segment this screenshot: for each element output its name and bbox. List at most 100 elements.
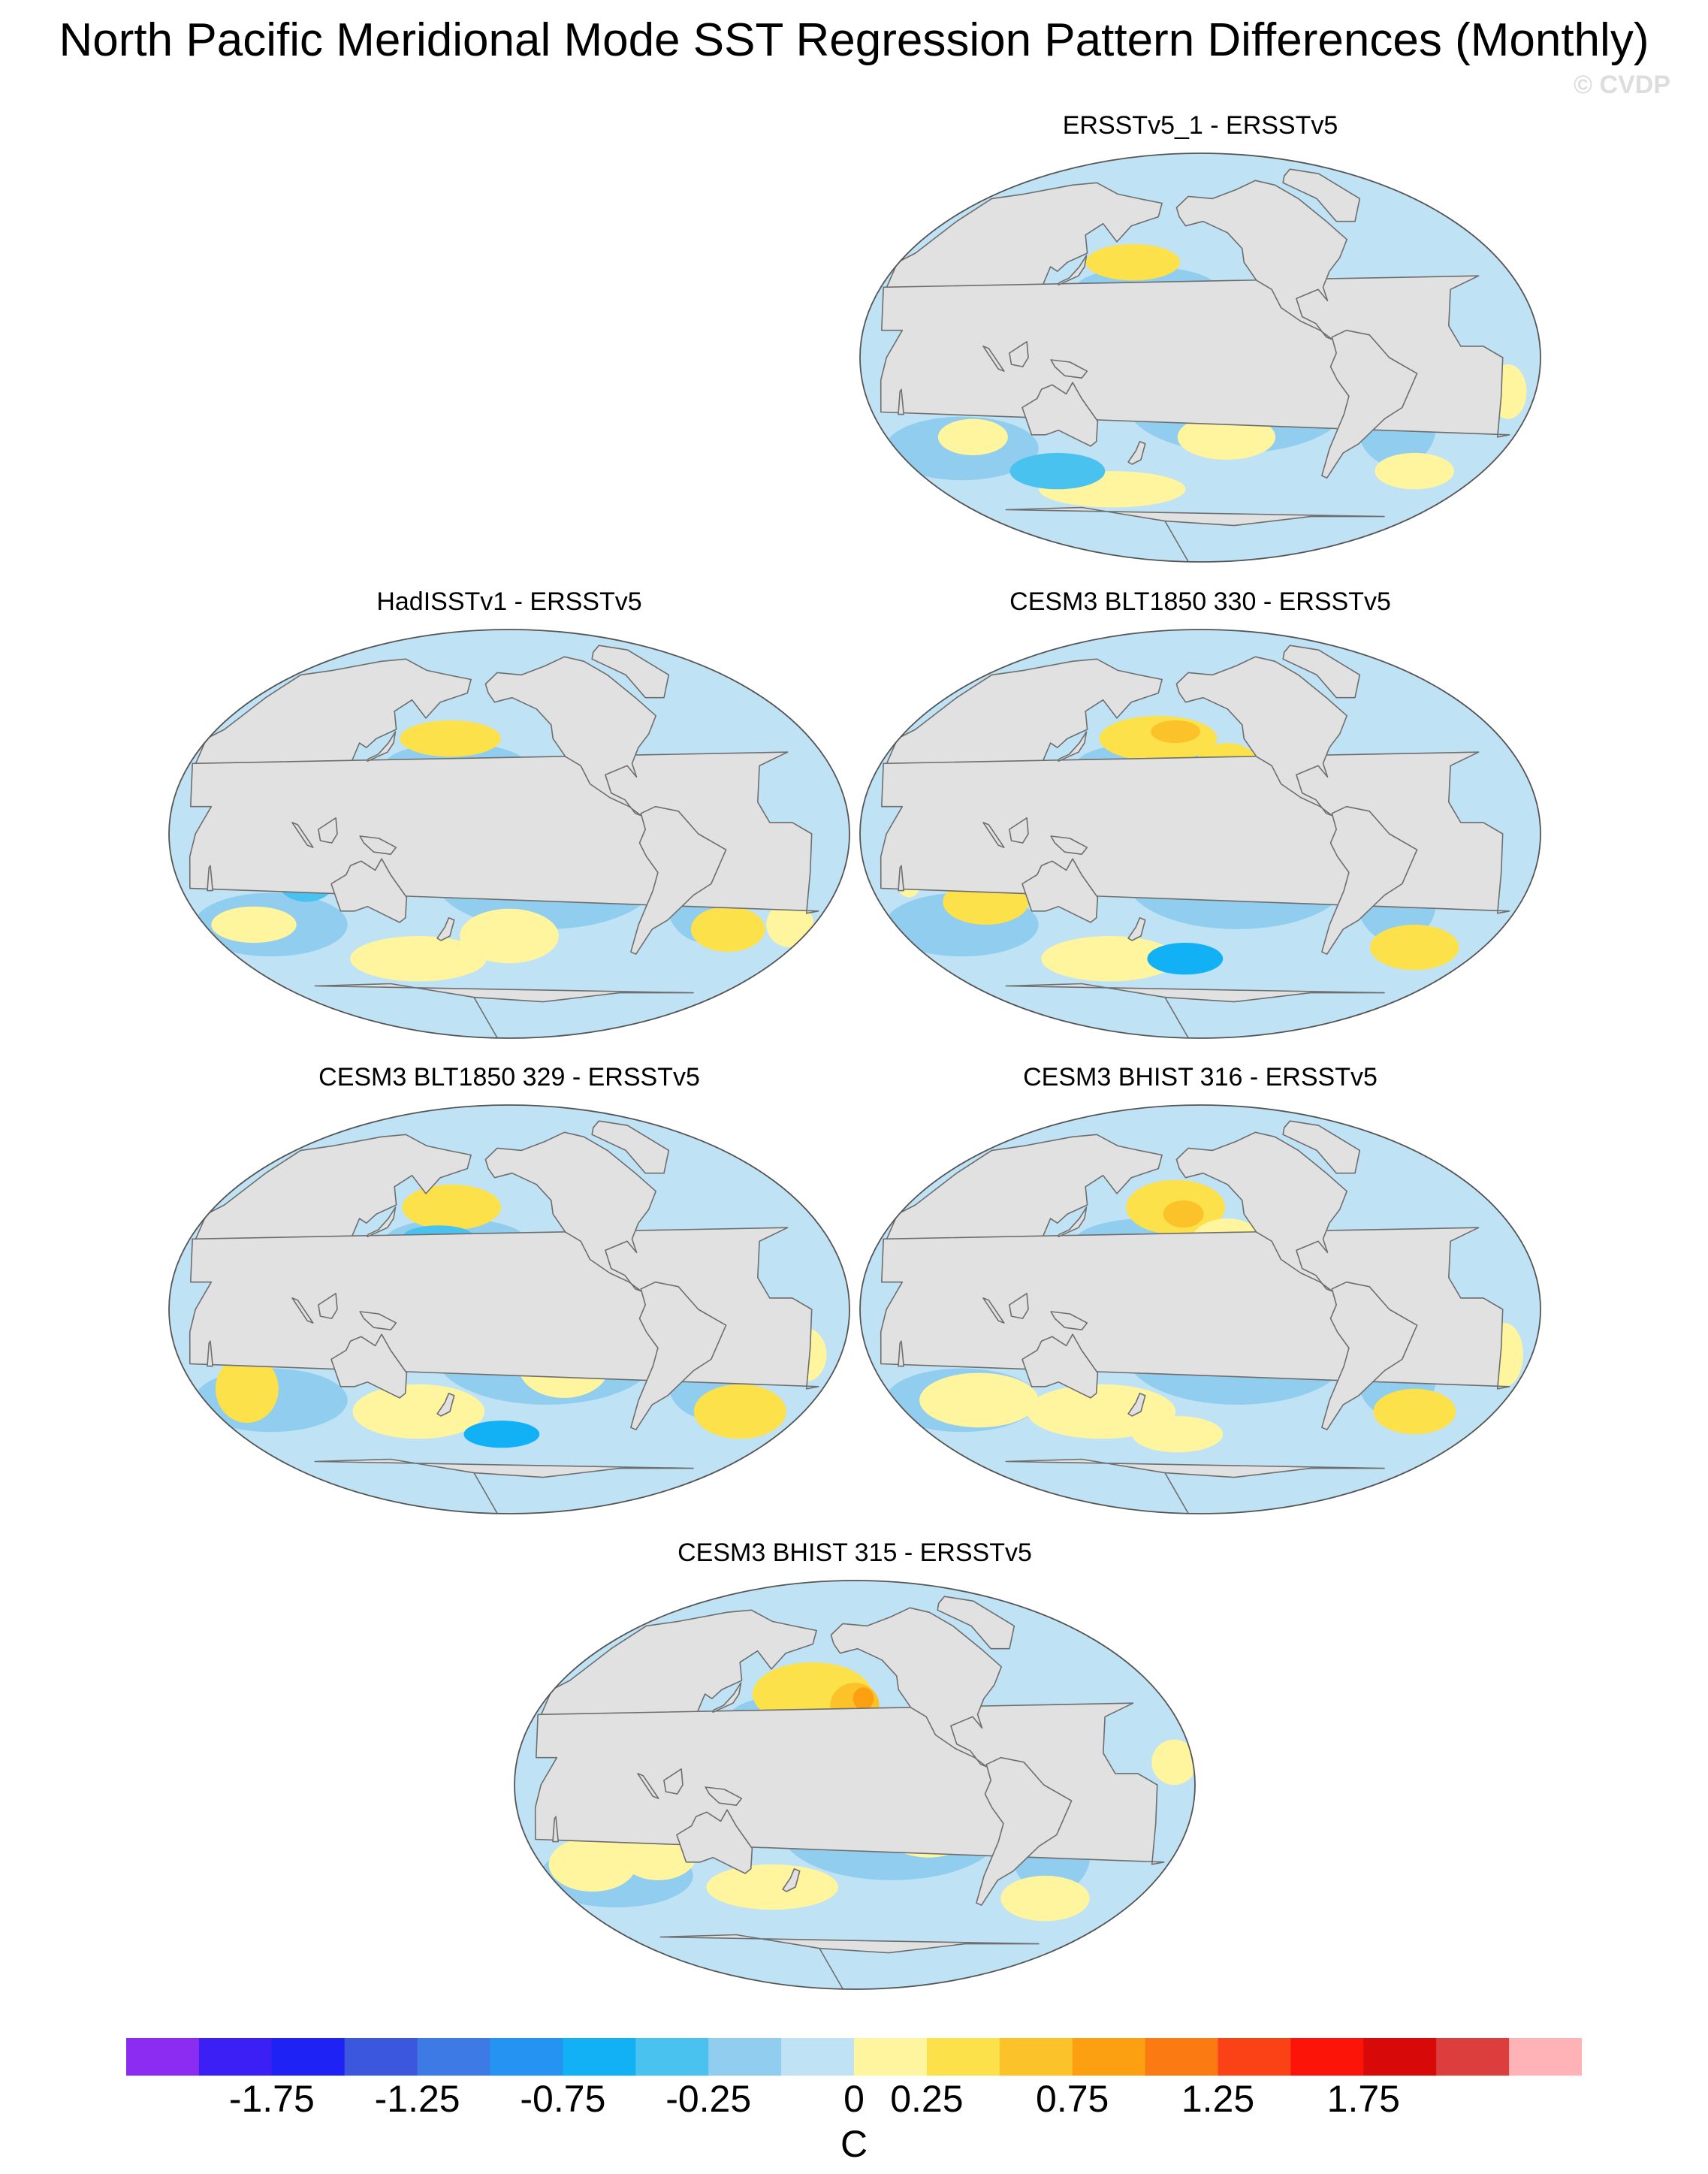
- land-mass: [359, 835, 397, 855]
- land-mass: [637, 1773, 659, 1799]
- globe-outline: [514, 1580, 1196, 1990]
- anomaly-region: [1085, 243, 1181, 281]
- cvdp-watermark: © CVDP: [1574, 71, 1670, 99]
- colorbar-swatch: [271, 2038, 346, 2076]
- map-panel-1: ERSSTv5_1 - ERSSTv5: [855, 110, 1546, 583]
- land-mass: [1021, 1333, 1099, 1399]
- land-mass: [898, 388, 904, 415]
- land-mass: [1058, 255, 1088, 286]
- land-mass: [189, 751, 819, 914]
- anomaly-region: [1041, 936, 1178, 982]
- colorbar-tick-label: -0.25: [665, 2078, 752, 2120]
- land-mass: [676, 1809, 753, 1874]
- land-mass: [484, 1131, 656, 1292]
- anomaly-region: [1151, 1739, 1195, 1786]
- globe-outline: [168, 629, 850, 1039]
- sst-difference-map: [168, 629, 850, 1039]
- land-mass: [330, 1333, 408, 1399]
- land-mass: [982, 822, 1005, 848]
- land-mass: [291, 1297, 314, 1324]
- land-mass: [880, 275, 1510, 438]
- anomaly-region: [1373, 1388, 1456, 1435]
- land-mass: [982, 346, 1005, 372]
- anomaly-region: [216, 1354, 279, 1424]
- land-mass: [880, 1227, 1510, 1390]
- anomaly-region: [706, 1864, 838, 1910]
- map-panel-5: CESM3 BHIST 316 - ERSSTv5: [855, 1061, 1546, 1535]
- colorbar-swatch: [1145, 2038, 1219, 2076]
- sst-difference-map: [514, 1580, 1196, 1990]
- colorbar-swatch: [1509, 2038, 1582, 2076]
- anomaly-region: [852, 1687, 874, 1711]
- anomaly-region: [1151, 720, 1200, 744]
- anomaly-region: [1009, 452, 1106, 490]
- land-mass: [314, 1458, 694, 1514]
- colorbar-tick-label: -1.75: [228, 2078, 315, 2120]
- colorbar-tick-label: 0.25: [890, 2078, 964, 2120]
- anomaly-region: [350, 936, 487, 982]
- map-panel-2: HadISSTv1 - ERSSTv5: [164, 586, 855, 1059]
- land-mass: [1127, 441, 1146, 465]
- map-panel-6: CESM3 BHIST 315 - ERSSTv5: [509, 1537, 1200, 2010]
- colorbar-swatch: [198, 2038, 273, 2076]
- land-mass: [663, 1768, 684, 1795]
- land-mass: [1175, 180, 1347, 340]
- panel-title: ERSSTv5_1 - ERSSTv5: [1062, 111, 1338, 140]
- land-mass: [367, 731, 397, 762]
- map-content: [169, 1105, 849, 1514]
- panel-title: CESM3 BLT1850 329 - ERSSTv5: [318, 1063, 700, 1092]
- land-mass: [898, 1340, 904, 1367]
- anomaly-region: [1370, 924, 1459, 971]
- colorbar: [126, 2038, 1582, 2076]
- map-content: [860, 630, 1541, 1038]
- anomaly-region: [1163, 1200, 1204, 1228]
- map-content: [515, 1581, 1195, 1989]
- anomaly-region: [690, 906, 765, 953]
- land-mass: [976, 1756, 1073, 1906]
- land-mass: [659, 1934, 1040, 1989]
- anomaly-region: [211, 906, 297, 944]
- land-mass: [1127, 917, 1146, 941]
- land-mass: [1009, 1293, 1029, 1319]
- land-mass: [330, 858, 408, 923]
- land-mass: [1175, 1131, 1347, 1292]
- land-mass: [898, 865, 904, 892]
- colorbar-swatch: [1436, 2038, 1510, 2076]
- land-mass: [291, 822, 314, 848]
- land-mass: [189, 1227, 819, 1390]
- globe-outline: [859, 629, 1541, 1039]
- colorbar-tick-label: 0: [843, 2078, 865, 2120]
- colorbar-swatch: [635, 2038, 709, 2076]
- anomaly-region: [400, 720, 501, 757]
- colorbar-tick-label: 1.25: [1181, 2078, 1255, 2120]
- land-mass: [937, 1596, 1015, 1650]
- anomaly-region: [1000, 1875, 1090, 1922]
- anomaly-region: [548, 1837, 637, 1892]
- land-mass: [1009, 817, 1029, 844]
- land-mass: [1282, 168, 1361, 222]
- land-mass: [1005, 983, 1385, 1038]
- map-panel-4: CESM3 BLT1850 329 - ERSSTv5: [164, 1061, 855, 1535]
- anomaly-region: [693, 1384, 786, 1439]
- panel-title: CESM3 BHIST 316 - ERSSTv5: [1023, 1063, 1378, 1092]
- panel-title: CESM3 BHIST 315 - ERSSTv5: [677, 1538, 1032, 1567]
- land-mass: [1127, 1393, 1146, 1417]
- land-mass: [1058, 1206, 1088, 1238]
- land-mass: [591, 1120, 670, 1174]
- land-mass: [1282, 1120, 1361, 1174]
- land-mass: [359, 1311, 397, 1330]
- anomaly-region: [766, 901, 814, 948]
- land-mass: [705, 1786, 743, 1806]
- land-mass: [1175, 656, 1347, 817]
- land-mass: [367, 1206, 397, 1238]
- land-mass: [552, 1816, 559, 1843]
- sst-difference-map: [168, 1104, 850, 1514]
- colorbar-swatch: [1290, 2038, 1364, 2076]
- colorbar-swatch: [708, 2038, 782, 2076]
- land-mass: [1321, 1281, 1418, 1430]
- land-mass: [1321, 805, 1418, 955]
- land-mass: [484, 656, 656, 817]
- land-mass: [1009, 341, 1029, 367]
- globe-outline: [168, 1104, 850, 1514]
- map-panel-3: CESM3 BLT1850 330 - ERSSTv5: [855, 586, 1546, 1059]
